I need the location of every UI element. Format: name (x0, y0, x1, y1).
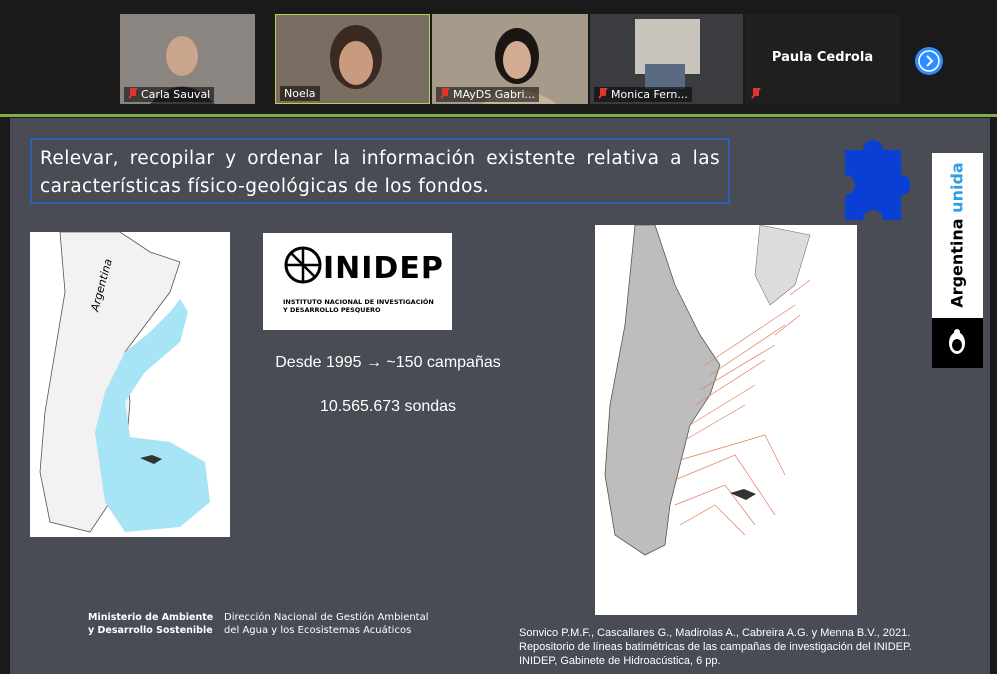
participant-name: Monica Fern... (594, 87, 692, 102)
emblem (932, 318, 983, 368)
participant-name: Noela (280, 86, 320, 101)
name: Noela (284, 87, 316, 100)
logo-line: INSTITUTO NACIONAL DE INVESTIGACIÓN (283, 298, 434, 306)
footer-line: y Desarrollo Sostenible (88, 624, 213, 637)
map-right (595, 225, 857, 615)
name: Carla Sauval (141, 88, 210, 101)
stat: 10.565.673 sondas (238, 398, 538, 416)
citation-line: Sonvico P.M.F., Cascallares G., Madirola… (519, 626, 912, 640)
video-tile[interactable]: Monica Fern... (590, 14, 743, 104)
name: MAyDS Gabri... (453, 88, 535, 101)
citation-line: INIDEP, Gabinete de Hidroacústica, 6 pp. (519, 654, 912, 668)
mute-icon (598, 88, 608, 99)
footer-line: del Agua y los Ecosistemas Acuáticos (224, 624, 429, 637)
participant-name: Carla Sauval (124, 87, 214, 102)
video-tile[interactable]: Noela (275, 14, 430, 104)
slide-heading: Relevar, recopilar y ordenar la informac… (30, 138, 730, 204)
logo-line: Y DESARROLLO PESQUERO (283, 306, 434, 314)
participant-name: MAyDS Gabri... (436, 87, 539, 102)
citation: Sonvico P.M.F., Cascallares G., Madirola… (519, 626, 912, 668)
map-left: Argentina (30, 232, 230, 537)
video-tile[interactable]: MAyDS Gabri... (432, 14, 588, 104)
video-tile[interactable]: Paula Cedrola (745, 14, 900, 104)
participant-name: Paula Cedrola (745, 50, 900, 65)
brand-box: Argentina unida (932, 153, 983, 318)
inidep-logo: INIDEP INSTITUTO NACIONAL DE INVESTIGACI… (263, 233, 452, 330)
next-page-button[interactable] (914, 46, 944, 76)
puzzle-piece (840, 130, 910, 230)
brand: Argentina unida (948, 162, 967, 307)
footer-line: Dirección Nacional de Gestión Ambiental (224, 611, 429, 624)
logo-mark (283, 245, 323, 285)
stat: Desde 1995 → ~150 campañas (238, 354, 538, 372)
mute-icon (128, 88, 138, 99)
brand-word: unida (948, 162, 967, 213)
screen: Carla Sauval Noela MAyDS Gabri... Monica… (0, 0, 997, 674)
mute-icon (751, 88, 761, 99)
brand-word: Argentina (948, 218, 967, 307)
logo-name: INIDEP (323, 251, 444, 286)
shared-slide: Relevar, recopilar y ordenar la informac… (10, 118, 990, 674)
mute-icon (440, 88, 450, 99)
video-tile[interactable]: Carla Sauval (120, 14, 255, 104)
separator (0, 114, 997, 117)
name: Monica Fern... (611, 88, 688, 101)
footer-line: Ministerio de Ambiente (88, 611, 213, 624)
citation-line: Repositorio de líneas batimétricas de la… (519, 640, 912, 654)
